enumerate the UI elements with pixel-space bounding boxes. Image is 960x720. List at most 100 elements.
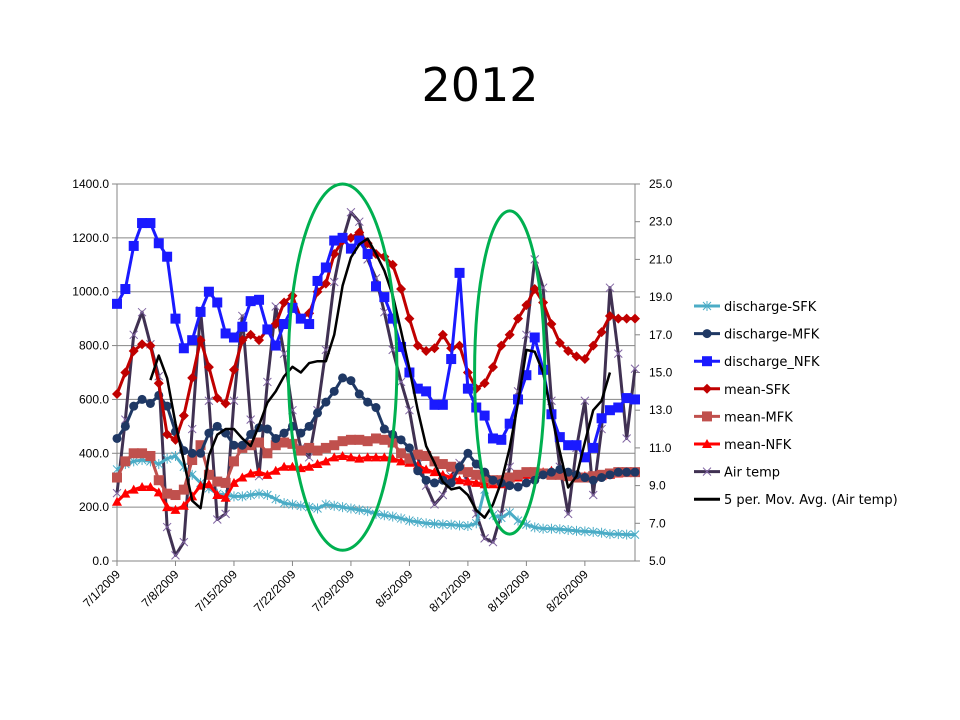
data-point bbox=[254, 467, 265, 477]
data-point bbox=[597, 527, 606, 538]
data-point bbox=[171, 550, 180, 560]
data-point bbox=[320, 262, 331, 273]
data-point bbox=[597, 473, 607, 483]
data-point bbox=[404, 453, 415, 464]
data-point bbox=[279, 498, 289, 509]
data-point bbox=[296, 428, 306, 438]
data-point bbox=[613, 402, 624, 413]
data-point bbox=[254, 335, 265, 346]
marker-stroke bbox=[229, 396, 239, 406]
data-point bbox=[137, 448, 148, 459]
marker-stroke bbox=[187, 424, 197, 434]
data-point bbox=[396, 435, 406, 445]
data-point bbox=[221, 509, 230, 519]
data-point bbox=[112, 496, 122, 506]
x-tick-label: 7/8/2009 bbox=[139, 567, 182, 610]
data-point bbox=[271, 302, 281, 311]
data-point bbox=[345, 232, 356, 243]
data-point bbox=[212, 297, 223, 308]
data-point bbox=[571, 440, 582, 451]
data-point bbox=[128, 240, 139, 251]
data-point bbox=[287, 461, 298, 471]
data-point bbox=[145, 398, 155, 408]
data-point bbox=[153, 475, 164, 486]
data-point bbox=[379, 292, 390, 303]
marker-stroke bbox=[321, 345, 331, 355]
data-point bbox=[421, 475, 431, 485]
data-point bbox=[371, 403, 381, 413]
legend-item: Air temp bbox=[694, 466, 780, 481]
data-point bbox=[237, 335, 248, 346]
data-point bbox=[413, 516, 423, 527]
data-point bbox=[396, 513, 406, 524]
data-point bbox=[203, 286, 214, 297]
legend-label: mean-NFK bbox=[724, 438, 792, 453]
data-point bbox=[246, 415, 256, 424]
data-point bbox=[379, 424, 389, 434]
legend-item: mean-SFK bbox=[694, 383, 790, 398]
data-point bbox=[304, 461, 315, 471]
data-point bbox=[220, 492, 231, 502]
data-point bbox=[254, 488, 264, 499]
x-tick-label: 8/12/2009 bbox=[426, 567, 474, 615]
data-point bbox=[604, 405, 615, 416]
data-point bbox=[488, 475, 498, 485]
data-point bbox=[387, 259, 398, 270]
data-point bbox=[178, 484, 189, 495]
data-point bbox=[279, 319, 290, 330]
data-point bbox=[430, 518, 439, 529]
right-tick-label: 7.0 bbox=[649, 516, 666, 530]
data-point bbox=[271, 494, 281, 505]
data-point bbox=[413, 466, 423, 476]
marker-stroke bbox=[346, 207, 356, 217]
legend-item: mean-MFK bbox=[694, 410, 793, 425]
marker-stroke bbox=[129, 330, 139, 340]
data-point bbox=[529, 284, 540, 295]
data-point bbox=[546, 319, 557, 330]
legend-item: discharge-MFK bbox=[694, 328, 820, 343]
data-point bbox=[329, 277, 339, 287]
data-point bbox=[488, 537, 498, 547]
data-point bbox=[613, 467, 623, 477]
data-point bbox=[337, 450, 348, 460]
data-point bbox=[254, 437, 265, 448]
data-point bbox=[137, 481, 148, 491]
data-point bbox=[529, 332, 540, 343]
data-point bbox=[345, 243, 356, 254]
data-point bbox=[346, 503, 356, 514]
data-point bbox=[254, 294, 265, 305]
data-point bbox=[371, 452, 381, 462]
data-point bbox=[596, 413, 607, 424]
data-point bbox=[170, 504, 181, 514]
data-point bbox=[580, 396, 590, 406]
data-point bbox=[279, 297, 290, 308]
data-point bbox=[622, 529, 631, 540]
marker-stroke bbox=[221, 509, 230, 519]
data-point bbox=[304, 319, 315, 330]
data-point bbox=[320, 278, 331, 289]
marker-stroke bbox=[112, 488, 122, 498]
data-point bbox=[162, 488, 173, 499]
data-point bbox=[604, 310, 615, 321]
data-point bbox=[279, 428, 289, 438]
data-point bbox=[479, 472, 490, 483]
data-point bbox=[437, 329, 448, 340]
data-point bbox=[505, 507, 515, 518]
data-point bbox=[362, 249, 373, 260]
data-point bbox=[228, 477, 239, 487]
legend-marker bbox=[702, 356, 712, 367]
data-point bbox=[513, 313, 524, 324]
data-point bbox=[588, 490, 598, 500]
data-point bbox=[212, 515, 222, 524]
data-point bbox=[496, 512, 506, 523]
data-point bbox=[354, 217, 364, 227]
data-point bbox=[538, 523, 548, 534]
legend-label: Air temp bbox=[724, 466, 780, 481]
data-point bbox=[421, 450, 432, 461]
data-point bbox=[329, 440, 340, 451]
data-point bbox=[563, 345, 574, 356]
highlight-ellipse-2 bbox=[473, 209, 547, 536]
data-point bbox=[329, 452, 340, 462]
data-point bbox=[605, 470, 615, 480]
data-point bbox=[613, 529, 623, 540]
